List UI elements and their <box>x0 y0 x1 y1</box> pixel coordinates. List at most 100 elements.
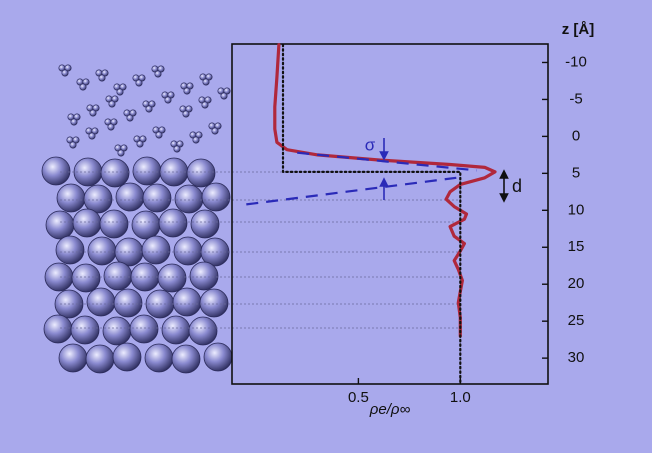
atom <box>154 70 162 78</box>
sphere <box>186 158 216 188</box>
sphere <box>203 342 233 372</box>
layer-lines <box>60 171 460 329</box>
series-line <box>281 43 462 385</box>
molecule <box>114 144 128 157</box>
atom <box>108 100 116 108</box>
sphere <box>103 261 133 291</box>
molecule <box>199 73 213 86</box>
molecule <box>170 140 184 153</box>
plot-frame <box>231 43 549 385</box>
molecule <box>179 105 193 118</box>
y-tick-label: 25 <box>568 312 585 329</box>
molecule <box>86 104 100 117</box>
molecule <box>104 118 118 131</box>
atom <box>135 79 143 87</box>
atom <box>89 109 97 117</box>
sphere <box>131 210 161 240</box>
molecule <box>208 122 222 135</box>
sphere <box>71 263 101 293</box>
atom <box>98 74 106 82</box>
atom <box>126 114 134 122</box>
sphere <box>172 287 202 317</box>
sphere <box>55 235 85 265</box>
sphere <box>99 209 129 239</box>
sphere <box>115 182 145 212</box>
molecule <box>58 64 72 77</box>
molecule <box>105 95 119 108</box>
sphere <box>158 208 188 238</box>
molecule <box>189 131 203 144</box>
sphere <box>86 287 116 317</box>
molecule <box>67 113 81 126</box>
atom <box>201 101 209 109</box>
atom <box>116 88 124 96</box>
atom <box>107 123 115 131</box>
atom <box>183 87 191 95</box>
sigma-label: σ <box>365 135 376 154</box>
sphere <box>102 316 132 346</box>
molecule <box>113 83 127 96</box>
atom <box>182 110 190 118</box>
sphere <box>188 316 218 346</box>
sphere <box>100 158 130 188</box>
d-label: d <box>512 176 522 196</box>
sphere <box>72 208 102 238</box>
sphere <box>161 315 191 345</box>
y-tick-label: -10 <box>565 53 587 70</box>
x-tick-label: 1.0 <box>450 389 471 406</box>
sphere <box>87 236 117 266</box>
y-tick-label: 5 <box>572 164 580 181</box>
sphere <box>113 288 143 318</box>
atom <box>211 127 219 135</box>
sphere <box>201 182 231 212</box>
molecule <box>152 126 166 139</box>
atom <box>155 131 163 139</box>
atom <box>79 83 87 91</box>
y-axis-label: z [Å] <box>562 21 595 38</box>
series-line <box>246 176 457 206</box>
atom <box>173 145 181 153</box>
sphere <box>83 184 113 214</box>
y-tick-label: 10 <box>568 201 585 218</box>
molecule <box>76 78 90 91</box>
sphere <box>129 314 159 344</box>
atom <box>202 78 210 86</box>
y-tick-label: 20 <box>568 275 585 292</box>
sphere <box>141 235 171 265</box>
x-tick-label: 0.5 <box>348 389 369 406</box>
molecule <box>161 91 175 104</box>
molecule <box>123 109 137 122</box>
sphere <box>174 184 204 214</box>
sphere <box>132 156 162 186</box>
sphere <box>45 210 75 240</box>
sphere <box>43 314 73 344</box>
molecule <box>151 65 165 78</box>
molecule <box>142 100 156 113</box>
illustration <box>41 64 233 374</box>
molecule <box>66 136 80 149</box>
atom <box>88 132 96 140</box>
atom <box>192 136 200 144</box>
y-tick-label: -5 <box>569 90 582 107</box>
sphere <box>144 343 174 373</box>
atom <box>220 92 228 100</box>
sphere <box>56 183 86 213</box>
atom <box>145 105 153 113</box>
atom <box>61 69 69 77</box>
sphere <box>41 156 71 186</box>
molecule <box>217 87 231 100</box>
y-tick-label: 15 <box>568 238 585 255</box>
sphere <box>112 342 142 372</box>
sphere <box>190 209 220 239</box>
molecule <box>85 127 99 140</box>
molecule <box>133 135 147 148</box>
atom <box>136 140 144 148</box>
sphere <box>189 261 219 291</box>
molecule <box>180 82 194 95</box>
sphere <box>58 343 88 373</box>
sphere <box>157 263 187 293</box>
molecule <box>132 74 146 87</box>
y-tick-label: 0 <box>572 127 580 144</box>
y-tick-label: 30 <box>568 349 585 366</box>
